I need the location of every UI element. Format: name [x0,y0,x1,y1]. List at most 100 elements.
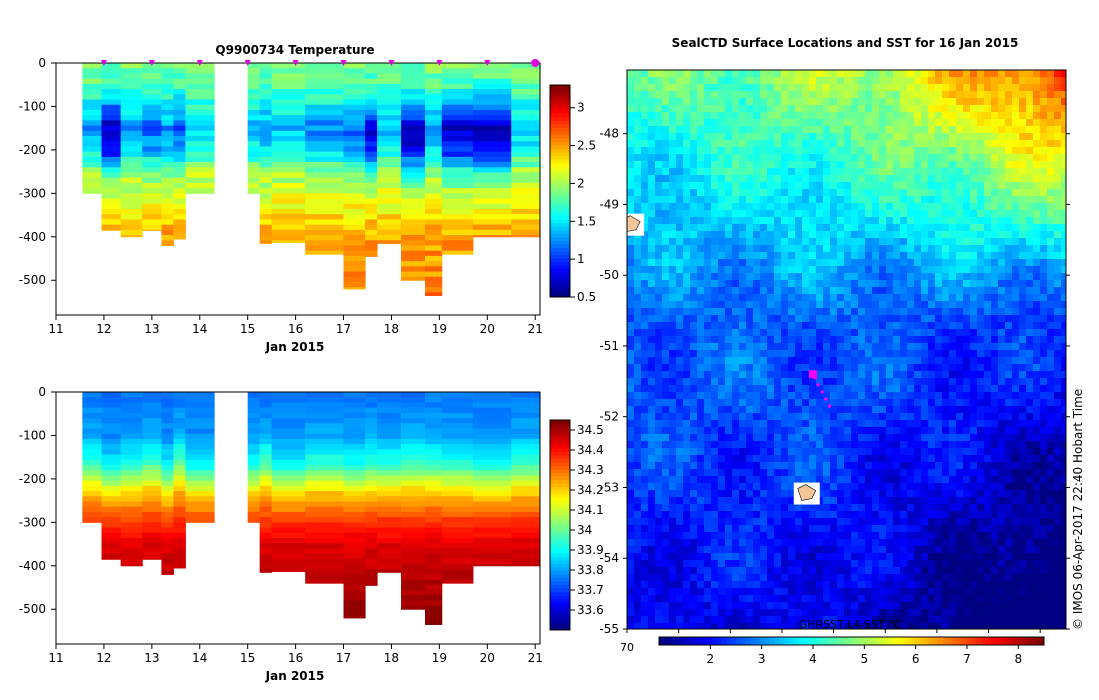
sst-cell [900,231,908,239]
sst-cell [655,133,663,141]
sst-cell [893,322,901,330]
sst-cell [788,224,796,232]
section-cell [82,89,103,95]
sst-cell [648,140,656,148]
section-cell [305,402,345,409]
colorbar-tick-label: 0.5 [577,290,596,304]
sst-cell [823,266,831,274]
section-cell [401,433,426,440]
section-cell [305,203,345,210]
sst-cell [1047,126,1055,134]
colorbar-swatch [550,187,570,192]
section-cell [472,130,512,137]
sst-cell [690,427,698,435]
section-cell [271,407,306,414]
sst-cell [648,448,656,456]
sst-cell [781,168,789,176]
section-cell [101,392,122,398]
sst-cell [704,448,712,456]
sst-cell [851,217,859,225]
section-cell [472,402,512,409]
sst-cell [830,364,838,372]
sst-cell [830,406,838,414]
sst-cell [851,105,859,113]
sst-cell [774,91,782,99]
section-cell [377,188,402,194]
sst-cell [830,224,838,232]
sst-cell [690,371,698,379]
sst-cell [704,238,712,246]
sst-cell [837,294,845,302]
sst-cell [655,224,663,232]
y-tick-label: -300 [19,186,46,200]
sst-cell [816,133,824,141]
sst-cell [816,420,824,428]
section-cell [173,517,186,523]
sst-cell [690,350,698,358]
section-cell [424,423,443,429]
sst-cell [830,378,838,386]
section-cell [247,475,261,482]
sst-cell [977,224,985,232]
sst-cell [718,336,726,344]
sst-cell [956,308,964,316]
sst-cell [795,385,803,393]
sst-cell [1047,280,1055,288]
sst-cell [977,126,985,134]
sst-cell [984,287,992,295]
sst-cell [844,126,852,134]
colorbar-swatch [550,549,570,554]
sst-cell [816,105,824,113]
section-cell [472,397,512,403]
section-cell [259,397,273,403]
sst-cell [753,448,761,456]
sst-cell [1026,112,1034,120]
sst-cell [823,168,831,176]
sst-cell [781,364,789,372]
section-cell [161,198,174,205]
sst-cell [858,245,866,253]
sst-cell [1040,441,1048,449]
sst-cell [998,329,1006,337]
sst-cell [1026,161,1034,169]
sst-cell [816,203,824,211]
sst-cell [711,126,719,134]
sst-cell [655,385,663,393]
sst-cell [914,427,922,435]
sst-cell [676,322,684,330]
sst-cell [1047,427,1055,435]
sst-cell [970,91,978,99]
sst-cell [872,119,880,127]
sst-cell [830,217,838,225]
colorbar-swatch [550,166,570,171]
sst-cell [963,189,971,197]
section-cell [472,78,512,85]
section-cell [343,120,366,127]
section-cell [343,491,366,497]
sst-cell [956,252,964,260]
sst-cell [774,399,782,407]
sst-cell [1033,315,1041,323]
sst-cell [662,119,670,127]
colorbar-swatch [550,476,570,480]
sst-cell [914,259,922,267]
sst-cell [760,154,768,162]
section-cell [441,459,474,466]
sst-cell [753,322,761,330]
sst-cell [753,308,761,316]
section-cell [120,454,143,461]
sst-cell [683,224,691,232]
sst-cell [767,175,775,183]
section-cell [343,402,366,409]
sst-cell [1019,343,1027,351]
section-cell [424,569,443,575]
sst-cell [739,105,747,113]
sst-cell [907,329,915,337]
sst-cell [935,385,943,393]
sst-cell [697,364,705,372]
sst-cell [1026,308,1034,316]
sst-cell [956,189,964,197]
sst-cell [991,91,999,99]
sst-cell [844,259,852,267]
sst-cell [795,343,803,351]
